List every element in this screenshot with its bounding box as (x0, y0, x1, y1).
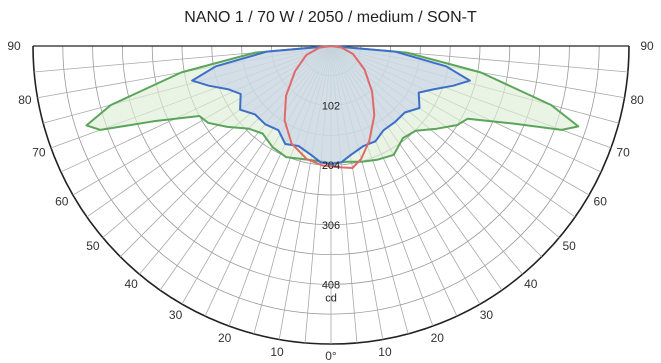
radial-tick-label: 408 (322, 279, 340, 291)
radial-tick-label: 204 (322, 160, 340, 172)
series-curve-3 (283, 45, 376, 169)
series-curve-2 (191, 45, 471, 165)
angle-label-right: 80 (630, 93, 644, 107)
radial-tick-label: 306 (322, 220, 340, 232)
radial-unit-label: cd (325, 292, 337, 304)
angle-label-left: 80 (18, 93, 32, 107)
angle-label-left: 70 (32, 145, 46, 159)
angle-label-right: 30 (480, 308, 494, 322)
series-layer (85, 45, 580, 169)
angle-label-left: 10 (270, 345, 284, 359)
angle-label-right: 60 (594, 194, 608, 208)
chart-title: NANO 1 / 70 W / 2050 / medium / SON-T (184, 9, 477, 26)
angle-label-right: 20 (431, 331, 445, 345)
angle-label-left: 40 (125, 277, 139, 291)
angle-label-left: 20 (218, 331, 232, 345)
angle-label-zero: 0° (325, 349, 337, 363)
angle-label-right: 40 (524, 277, 538, 291)
angle-label-right: 10 (378, 345, 392, 359)
angle-label-left: 60 (55, 194, 69, 208)
angle-label-left: 50 (86, 239, 100, 253)
angle-label-left: 90 (7, 39, 21, 53)
angle-label-left: 30 (169, 308, 183, 322)
angle-label-right: 50 (562, 239, 576, 253)
angle-label-right: 90 (640, 39, 654, 53)
angle-label-right: 70 (616, 145, 630, 159)
radial-tick-label: 102 (322, 101, 340, 113)
